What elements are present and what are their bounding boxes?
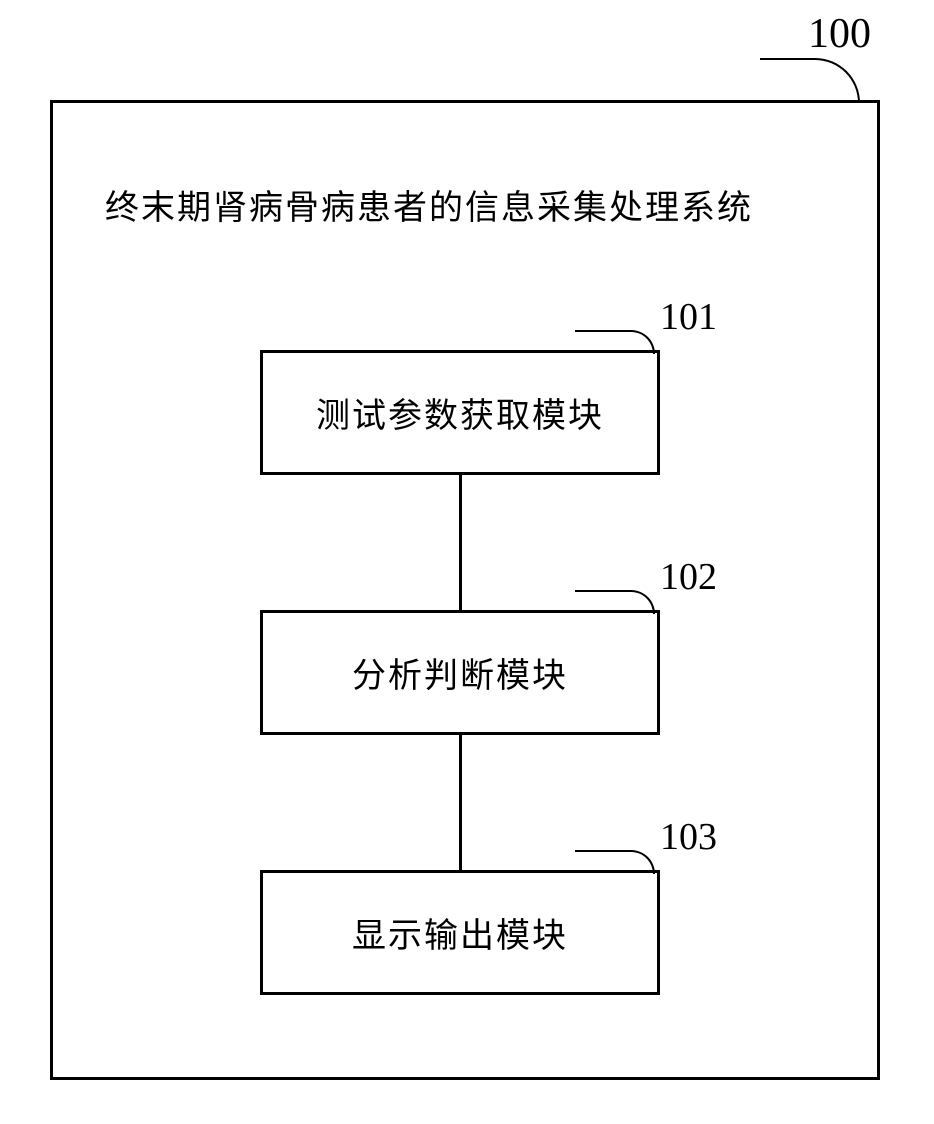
module-text-102: 分析判断模块 bbox=[352, 648, 568, 697]
module-label-102: 102 bbox=[660, 555, 717, 599]
module-leader-103 bbox=[575, 850, 655, 874]
module-leader-101 bbox=[575, 330, 655, 354]
module-label-101: 101 bbox=[660, 295, 717, 339]
module-text-103: 显示输出模块 bbox=[352, 908, 568, 957]
module-box-101: 测试参数获取模块 bbox=[260, 350, 660, 475]
module-label-103: 103 bbox=[660, 815, 717, 859]
module-box-102: 分析判断模块 bbox=[260, 610, 660, 735]
module-leader-102 bbox=[575, 590, 655, 614]
connector-1-2 bbox=[459, 475, 462, 610]
outer-label: 100 bbox=[808, 10, 871, 58]
module-box-103: 显示输出模块 bbox=[260, 870, 660, 995]
outer-leader-line bbox=[760, 58, 860, 103]
connector-2-3 bbox=[459, 735, 462, 870]
module-text-101: 测试参数获取模块 bbox=[316, 388, 604, 437]
system-title: 终末期肾病骨病患者的信息采集处理系统 bbox=[105, 180, 753, 229]
